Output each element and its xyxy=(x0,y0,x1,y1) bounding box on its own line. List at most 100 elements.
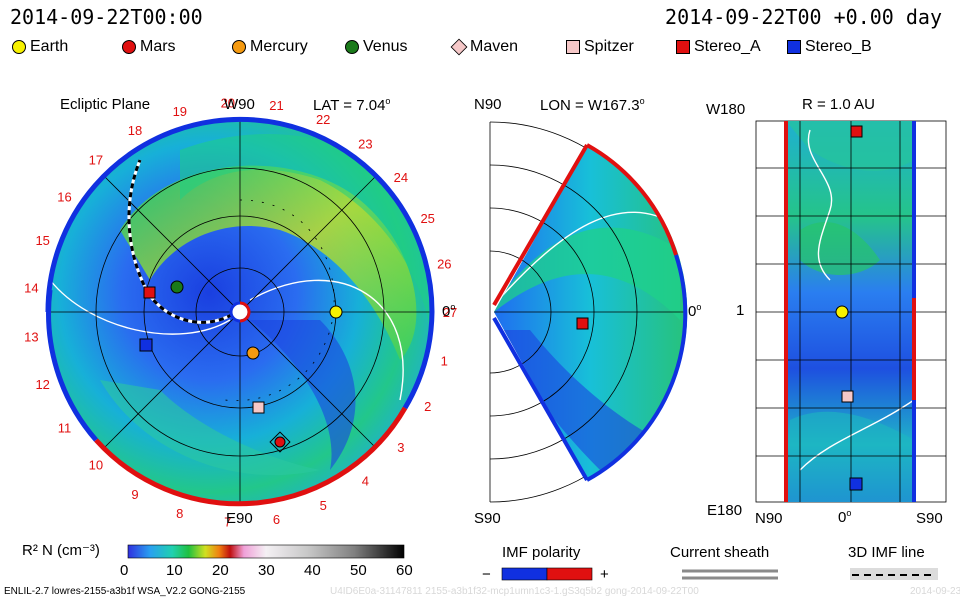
colorbar-tick-label: 50 xyxy=(350,562,367,579)
legend-label: Spitzer xyxy=(584,38,634,55)
carrington-tick-label: 9 xyxy=(131,487,138,502)
imf-polarity-plus: + xyxy=(600,566,609,583)
legend-label: Stereo_A xyxy=(694,38,761,55)
meridional-plot xyxy=(489,121,688,503)
radial-axis-n90: N90 xyxy=(755,510,783,527)
density-colorbar xyxy=(127,544,405,559)
radial-map-plot xyxy=(755,120,947,503)
current-sheath-title: Current sheath xyxy=(670,544,770,561)
venus-marker xyxy=(170,280,184,294)
carrington-tick-label: 17 xyxy=(89,152,103,167)
imf-line-title: 3D IMF line xyxy=(848,544,925,561)
spitzer-symbol-icon xyxy=(566,39,580,54)
ecliptic-plane-plot xyxy=(45,116,435,507)
venus-symbol-icon xyxy=(345,39,359,54)
carrington-tick-label: 8 xyxy=(176,506,183,521)
watermark-right: 2014-09-23 xyxy=(910,586,960,597)
legend-maven: Maven xyxy=(450,38,519,56)
mercury-symbol-icon xyxy=(232,39,246,54)
carrington-tick-label: 20 xyxy=(221,95,235,110)
colorbar-tick-label: 10 xyxy=(166,562,183,579)
carrington-tick-label: 14 xyxy=(24,281,38,296)
legend-mars: Mars xyxy=(122,38,176,56)
legend-label: Venus xyxy=(363,38,408,55)
carrington-tick-label: 1 xyxy=(441,353,448,368)
carrington-tick-label: 19 xyxy=(173,104,187,119)
carrington-tick-label: 2 xyxy=(424,399,431,414)
meridional-right-label: 0o xyxy=(688,302,702,320)
ecliptic-title: Ecliptic Plane xyxy=(60,96,151,113)
radial-axis-0: 0o xyxy=(838,508,852,526)
watermark: U4ID6E0a-31147811 2155-a3b1f32-mcp1umn1c… xyxy=(330,586,699,597)
carrington-tick-label: 3 xyxy=(397,440,404,455)
imf-polarity-minus: − xyxy=(482,566,491,583)
colorbar-tick-label: 20 xyxy=(212,562,229,579)
carrington-tick-label: 7 xyxy=(224,515,231,530)
carrington-tick-label: 25 xyxy=(420,211,434,226)
mars-symbol-icon xyxy=(122,39,136,54)
ecliptic-lat-label: LAT = 7.04o xyxy=(313,96,391,114)
ecliptic-bottom-label: E90 xyxy=(226,510,253,527)
spitzer-marker-radial xyxy=(841,390,854,403)
colorbar-tick-label: 0 xyxy=(120,562,129,579)
maven-marker xyxy=(269,431,291,453)
legend-stereo-b: Stereo_B xyxy=(787,38,872,56)
imf-polarity-positive xyxy=(546,567,593,581)
carrington-tick-label: 15 xyxy=(35,233,49,248)
legend-label: Mars xyxy=(140,38,176,55)
stereo-a-marker-meridional xyxy=(576,317,589,330)
meridional-top-label: N90 xyxy=(474,96,502,113)
colorbar-tick-label: 60 xyxy=(396,562,413,579)
earth-marker-ecliptic xyxy=(329,305,343,319)
stereo-a-marker-radial xyxy=(850,125,863,138)
legend-spitzer: Spitzer xyxy=(566,38,634,56)
carrington-tick-label: 18 xyxy=(128,123,142,138)
right-datetime: 2014-09-22T00 +0.00 day xyxy=(665,5,942,29)
spitzer-marker xyxy=(252,401,265,414)
earth-symbol-icon xyxy=(12,39,26,54)
model-info: ENLIL-2.7 lowres-2155-a3b1f WSA_V2.2 GON… xyxy=(4,586,246,597)
carrington-tick-label: 13 xyxy=(24,329,38,344)
colorbar-label: R² N (cm⁻³) xyxy=(22,542,100,559)
meridional-lon-label: LON = W167.3o xyxy=(540,96,645,114)
radial-left-tick: 1 xyxy=(736,302,745,319)
colorbar-tick-label: 40 xyxy=(304,562,321,579)
carrington-tick-label: 24 xyxy=(394,170,408,185)
radial-bottom-label: E180 xyxy=(707,502,743,519)
ecliptic-right-label: 0o xyxy=(442,302,456,320)
earth-marker-radial xyxy=(835,305,849,319)
mars-marker xyxy=(274,436,286,448)
carrington-tick-label: 21 xyxy=(269,98,283,113)
left-datetime: 2014-09-22T00:00 xyxy=(10,5,203,29)
carrington-tick-label: 22 xyxy=(316,112,330,127)
legend-label: Earth xyxy=(30,38,69,55)
radial-r-label: R = 1.0 AU xyxy=(802,96,875,113)
body-markers xyxy=(139,125,863,491)
stereo-a-marker-ecliptic xyxy=(143,286,156,299)
legend-earth: Earth xyxy=(12,38,68,56)
carrington-tick-label: 4 xyxy=(362,473,369,488)
carrington-tick-label: 6 xyxy=(273,512,280,527)
legend-label: Stereo_B xyxy=(805,38,872,55)
stereo-b-marker-radial xyxy=(849,477,863,491)
legend-venus: Venus xyxy=(345,38,407,56)
meridional-bottom-label: S90 xyxy=(474,510,501,527)
carrington-tick-label: 5 xyxy=(320,498,327,513)
carrington-tick-label: 16 xyxy=(57,190,71,205)
radial-axis-s90: S90 xyxy=(916,510,943,527)
legend-mercury: Mercury xyxy=(232,38,308,56)
radial-top-label: W180 xyxy=(706,101,746,118)
carrington-tick-label: 11 xyxy=(58,420,72,435)
colorbar-tick-label: 30 xyxy=(258,562,275,579)
carrington-tick-label: 27 xyxy=(443,305,457,320)
imf-polarity-title: IMF polarity xyxy=(502,544,581,561)
legend-stereo-a: Stereo_A xyxy=(676,38,761,56)
stereo-b-marker-ecliptic xyxy=(139,338,153,352)
mercury-marker xyxy=(246,346,260,360)
carrington-tick-label: 26 xyxy=(437,257,451,272)
ecliptic-top-label: W90 xyxy=(224,96,255,113)
legend-label: Maven xyxy=(470,38,519,55)
imf-polarity-negative xyxy=(501,567,548,581)
